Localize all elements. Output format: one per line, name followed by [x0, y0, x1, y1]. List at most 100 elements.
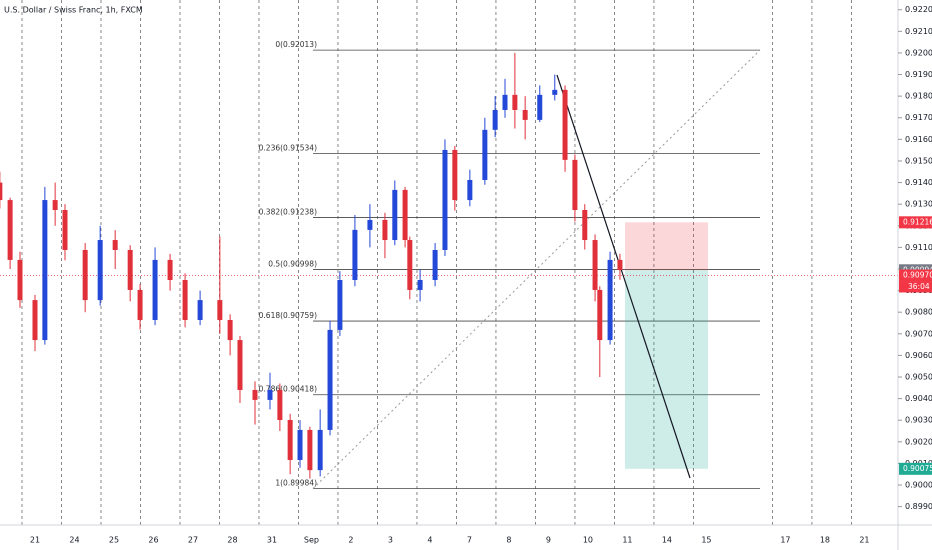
x-tick-label: 14 [662, 536, 672, 545]
candle-body [217, 300, 223, 320]
stop-zone [625, 222, 708, 271]
target-zone [625, 270, 708, 469]
candle-body [392, 189, 398, 241]
drawings: 0(0.92013) 0.236(0.91534) 0.382(0.91238) 0.… [0, 40, 898, 489]
candle-body [352, 229, 358, 280]
candle-body [367, 219, 373, 230]
candle-body [237, 340, 243, 390]
candle-body [572, 159, 578, 210]
fib-label: 0.786(0.90418) [259, 385, 317, 394]
candle-body [597, 289, 603, 341]
fib-trend [312, 49, 761, 489]
candle-body [442, 149, 448, 250]
candle-body [7, 200, 13, 260]
x-tick-label: 24 [69, 536, 79, 545]
x-tick-label: 9 [546, 536, 551, 545]
x-tick-label: 7 [467, 536, 472, 545]
x-tick-label: 25 [109, 536, 119, 545]
candle-body [307, 429, 313, 471]
x-tick-label: 17 [780, 536, 790, 545]
fib-label: 0.5(0.90998) [268, 259, 317, 268]
candle-body [537, 94, 543, 120]
candle-body [402, 189, 408, 241]
candle-body [382, 219, 388, 241]
candle-body [82, 249, 88, 301]
candle-body [327, 329, 333, 430]
candles [0, 52, 623, 479]
fib-label: 1(0.89984) [275, 478, 317, 487]
x-tick-label: 15 [701, 536, 711, 545]
candle-body [482, 129, 488, 180]
candle-body [297, 429, 303, 460]
chart-title: U.S. Dollar / Swiss Franc, 1h, FXCM [4, 6, 143, 15]
candle-body [62, 210, 68, 250]
x-tick-label: Sep [304, 536, 319, 545]
price-tag [899, 462, 932, 475]
candle-body [432, 249, 438, 280]
price-tag [899, 216, 932, 229]
candle-body [417, 280, 423, 290]
candle-body [617, 259, 623, 271]
candle-body [197, 300, 203, 320]
fib-label: 0.382(0.91238) [259, 208, 317, 217]
trend-line [556, 74, 691, 479]
candle-body [452, 149, 458, 201]
candle-body [522, 109, 528, 120]
candle-body [17, 259, 23, 301]
x-tick-label: 2 [348, 536, 353, 545]
price-tag-label: 0.90075 [903, 464, 932, 473]
x-tick-label: 26 [148, 536, 158, 545]
candle-body [407, 240, 413, 290]
candle-body [32, 300, 38, 341]
candle-body [277, 389, 283, 420]
candle-body [97, 240, 103, 301]
candle-body [502, 94, 508, 110]
x-tick-label: 27 [188, 536, 198, 545]
candle-body [152, 259, 158, 320]
axes: 21 24 25 26 27 28 31 Sep 2 3 4 7 8 9 10 11 14 15 17 18 21 0.8… [30, 5, 932, 545]
countdown-box [899, 281, 932, 293]
candle-body [512, 94, 518, 110]
fib-label: 0.236(0.91534) [259, 144, 317, 153]
candle-body [167, 259, 173, 280]
x-tick-label: 4 [427, 536, 432, 545]
countdown: 36:04 [908, 282, 930, 291]
candle-body [492, 109, 498, 130]
price-tag-label: 0.91216 [903, 217, 932, 226]
candle-body [112, 240, 118, 250]
price-tag [899, 269, 932, 282]
candle-body [252, 389, 258, 400]
x-tick-label: 10 [583, 536, 593, 545]
price-tag-label: 0.90970 [903, 270, 932, 279]
x-tick-label: 28 [227, 536, 237, 545]
candle-body [137, 289, 143, 320]
candle-body [607, 259, 613, 341]
candle-body [582, 210, 588, 241]
x-tick-label: 31 [267, 536, 277, 545]
candle-body [317, 429, 323, 471]
candle-body [287, 420, 293, 460]
candle-body [337, 280, 343, 330]
fib-label: 0(0.92013) [275, 40, 317, 49]
x-tick-label: 8 [506, 536, 511, 545]
x-tick-label: 21 [30, 536, 40, 545]
x-tick-label: 11 [622, 536, 632, 545]
